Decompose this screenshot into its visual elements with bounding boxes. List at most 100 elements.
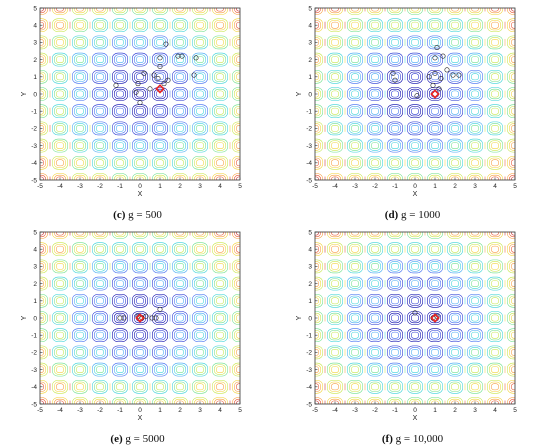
particle-marker	[436, 86, 442, 92]
x-tick-label: -2	[97, 183, 103, 190]
contour-ring	[96, 245, 104, 253]
contour-ring	[489, 244, 501, 255]
contour-ring	[327, 35, 343, 50]
contour-ring	[429, 54, 441, 65]
contour-ring	[212, 35, 228, 50]
particle-marker	[151, 72, 157, 78]
contour-ring	[387, 379, 403, 394]
x-tick-label: -1	[117, 183, 123, 190]
contour-ring	[489, 140, 501, 151]
contour-ring	[489, 20, 501, 31]
contour-ring	[367, 121, 383, 136]
contour-ring	[409, 20, 421, 31]
contour-ring	[76, 366, 84, 373]
contour-ring	[172, 155, 188, 170]
contour-ring	[194, 261, 206, 272]
contour-ring	[112, 345, 128, 360]
contour-ring	[74, 364, 86, 375]
contour-ring	[489, 88, 501, 100]
contour-ring	[94, 157, 106, 168]
contour-ring	[409, 330, 421, 341]
particle-marker	[147, 86, 153, 92]
contour-ring	[469, 364, 481, 375]
contour-ring	[427, 52, 443, 67]
contour-ring	[411, 383, 419, 391]
contour-ring	[467, 69, 483, 84]
y-axis-label: Y	[21, 315, 28, 320]
contour-ring	[349, 398, 361, 404]
contour-plot-f: -5 -4 -3 -2 -1 0 1 2 3 4 5 -5 -4 -3 -2 -1 0 1 2 3 4 5 X Y	[296, 229, 517, 422]
contour-ring	[194, 20, 206, 31]
contour-ring	[467, 397, 483, 404]
contour-ring	[391, 39, 399, 46]
contour-ring	[469, 232, 481, 238]
particle-marker	[113, 82, 119, 88]
contour-ring	[411, 56, 419, 63]
contour-ring	[172, 52, 188, 67]
y-tick-label: 5	[308, 229, 312, 236]
contour-ring	[156, 280, 164, 287]
contour-ring	[331, 400, 339, 404]
contour-ring	[349, 232, 361, 238]
caption-e: (e) g = 5000	[0, 433, 275, 445]
contour-ring	[72, 104, 88, 119]
contour-ring	[349, 106, 361, 117]
contour-ring	[369, 123, 381, 134]
contour-ring	[451, 159, 459, 167]
contour-ring	[76, 280, 84, 287]
contour-ring	[409, 123, 421, 134]
contour-ring	[467, 242, 483, 257]
contour-ring	[54, 232, 66, 238]
contour-ring	[132, 18, 148, 33]
contour-ring	[427, 379, 443, 394]
contour-ring	[52, 155, 68, 170]
x-tick-label: 0	[138, 183, 142, 190]
contour-ring	[176, 263, 184, 270]
contour-ring	[136, 142, 144, 149]
contour-ring	[94, 8, 106, 14]
contour-ring	[214, 174, 226, 180]
contour-ring	[152, 379, 168, 394]
contour-ring	[136, 21, 144, 29]
contour-ring	[331, 90, 339, 98]
contour-ring	[172, 379, 188, 394]
contour-ring	[214, 123, 226, 134]
contour-ring	[52, 173, 68, 180]
contour-ring	[391, 232, 399, 236]
contour-ring	[154, 174, 166, 180]
contour-ring	[112, 138, 128, 153]
contour-ring	[387, 293, 403, 308]
contour-ring	[116, 400, 124, 404]
contour-ring	[351, 56, 359, 63]
contour-ring	[72, 259, 88, 274]
contour-ring	[367, 242, 383, 257]
contour-ring	[72, 397, 88, 404]
contour-ring	[387, 362, 403, 377]
contour-ring	[192, 242, 208, 257]
contour-ring	[449, 398, 461, 404]
contour-ring	[447, 362, 463, 377]
contour-ring	[347, 69, 363, 84]
contour-ring	[367, 35, 383, 50]
contour-ring	[156, 39, 164, 46]
contour-ring	[367, 8, 383, 15]
contour-ring	[447, 276, 463, 291]
contour-ring	[447, 397, 463, 404]
contour-ring	[487, 173, 503, 180]
y-tick-label: -4	[31, 160, 37, 167]
contour-ring	[371, 280, 379, 287]
contour-ring	[52, 328, 68, 343]
particle-marker	[193, 55, 199, 61]
contour-ring	[74, 174, 86, 180]
contour-ring	[467, 18, 483, 33]
contour-ring	[371, 263, 379, 270]
contour-ring	[427, 155, 443, 170]
contour-ring	[431, 263, 439, 270]
contour-ring	[389, 312, 401, 324]
contour-ring	[192, 276, 208, 291]
y-tick-label: -1	[306, 109, 312, 116]
contour-ring	[56, 90, 64, 98]
contour-ring	[451, 263, 459, 270]
contour-ring	[431, 297, 439, 305]
particle-marker	[163, 41, 169, 47]
